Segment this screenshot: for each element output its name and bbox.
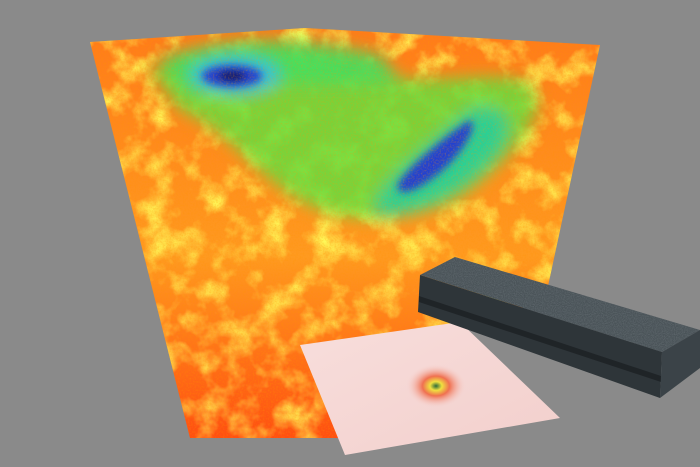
- sample-sheet: [300, 322, 560, 455]
- stone-seam: [419, 296, 661, 382]
- sheet-spot: [406, 364, 466, 408]
- stone-top-texture: [420, 257, 700, 352]
- heat-map: [90, 28, 600, 438]
- stone-end: [660, 330, 700, 398]
- sharpening-stone: [418, 257, 700, 398]
